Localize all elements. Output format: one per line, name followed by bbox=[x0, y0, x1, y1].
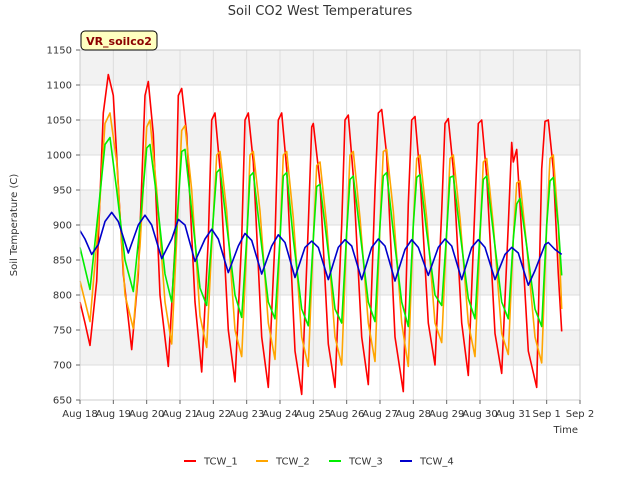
y-tick-label: 1050 bbox=[47, 116, 72, 127]
site-label: VR_soilco2 bbox=[86, 35, 152, 48]
y-tick-label: 850 bbox=[53, 256, 72, 267]
legend-item-tcw_4: TCW_4 bbox=[400, 457, 454, 468]
legend: TCW_1 TCW_2 TCW_3 TCW_4 bbox=[184, 457, 454, 468]
y-tick-label: 1150 bbox=[47, 46, 72, 57]
x-tick-label: Aug 21 bbox=[162, 409, 197, 420]
x-axis-label: Time bbox=[553, 425, 578, 436]
plot-band bbox=[80, 190, 580, 225]
x-tick-label: Aug 23 bbox=[229, 409, 264, 420]
x-tick-label: Aug 22 bbox=[196, 409, 231, 420]
x-tick-label: Aug 20 bbox=[129, 409, 164, 420]
series-line-tcw_1 bbox=[79, 73, 563, 396]
legend-item-tcw_1: TCW_1 bbox=[184, 457, 238, 468]
x-tick-label: Aug 19 bbox=[96, 409, 131, 420]
y-axis-ticks: 650 700 750 800 850 900 950 1000 1050 1100 1150 bbox=[47, 46, 80, 407]
series-line-tcw_2 bbox=[79, 112, 563, 368]
y-tick-label: 900 bbox=[53, 221, 72, 232]
y-tick-label: 750 bbox=[53, 326, 72, 337]
site-label-box: VR_soilco2 bbox=[80, 30, 158, 51]
legend-item-tcw_2: TCW_2 bbox=[256, 457, 310, 468]
legend-item-tcw_3: TCW_3 bbox=[329, 457, 383, 468]
legend-label: TCW_3 bbox=[348, 457, 383, 468]
x-tick-label: Aug 25 bbox=[296, 409, 331, 420]
y-tick-label: 650 bbox=[53, 396, 72, 407]
y-tick-label: 1000 bbox=[47, 151, 72, 162]
x-tick-label: Aug 28 bbox=[396, 409, 431, 420]
x-tick-label: Sep 1 bbox=[532, 409, 560, 420]
series-line-tcw_4 bbox=[79, 211, 563, 286]
x-tick-label: Aug 24 bbox=[262, 409, 297, 420]
x-tick-label: Aug 27 bbox=[362, 409, 397, 420]
chart-title: Soil CO2 West Temperatures bbox=[228, 4, 413, 19]
plot-band bbox=[80, 120, 580, 155]
y-tick-label: 1100 bbox=[47, 81, 72, 92]
y-axis-label: Soil Temperature (C) bbox=[9, 174, 20, 277]
y-tick-label: 800 bbox=[53, 291, 72, 302]
y-tick-label: 700 bbox=[53, 361, 72, 372]
x-tick-label: Aug 31 bbox=[496, 409, 531, 420]
x-tick-label: Aug 26 bbox=[329, 409, 364, 420]
legend-label: TCW_2 bbox=[275, 457, 310, 468]
x-tick-label: Aug 30 bbox=[462, 409, 497, 420]
plot-band bbox=[80, 50, 580, 85]
x-tick-label: Aug 18 bbox=[62, 409, 97, 420]
y-tick-label: 950 bbox=[53, 186, 72, 197]
legend-label: TCW_4 bbox=[419, 457, 454, 468]
legend-label: TCW_1 bbox=[203, 457, 238, 468]
x-tick-label: Aug 29 bbox=[429, 409, 464, 420]
series-lines bbox=[79, 73, 563, 396]
x-tick-label: Sep 2 bbox=[566, 409, 594, 420]
